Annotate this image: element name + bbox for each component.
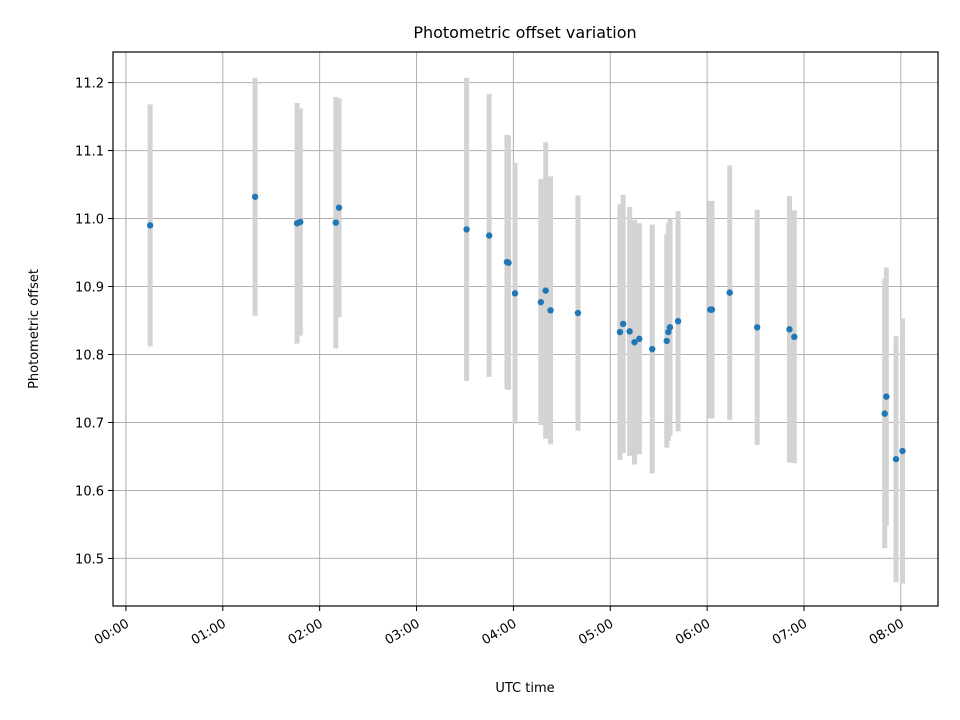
data-point [626,328,633,335]
y-axis-ticks: 10.5 10.6 10.7 10.8 10.9 11.0 11.1 11.2 [75,77,113,567]
y-tick-label: 11.0 [75,213,104,228]
grid [113,52,938,606]
data-point [537,298,545,306]
y-tick-label: 10.7 [75,416,104,431]
y-tick-label: 10.5 [75,552,104,567]
y-tick-label: 10.9 [75,281,104,296]
data-point [251,193,259,200]
data-point [786,326,793,333]
data-point [547,307,554,314]
data-point [146,222,154,229]
data-point [753,324,761,331]
data-point [335,204,343,211]
data-point [666,324,674,331]
data-point [631,339,638,346]
data-point [616,328,624,336]
y-tick-label: 10.8 [75,348,104,363]
data-point [791,333,798,341]
data-point [708,306,716,313]
data-point [636,335,643,343]
data-points [146,193,906,463]
data-point [574,309,582,317]
data-point [297,218,304,226]
chart-title: Photometric offset variation [413,23,636,42]
data-point [649,345,656,353]
data-point [505,259,512,266]
x-axis-label: UTC time [495,681,554,696]
data-point [332,219,339,226]
data-point [485,232,493,239]
data-point [883,393,890,400]
plot-area-frame [112,51,939,607]
y-tick-label: 10.6 [75,484,104,499]
data-point [463,226,470,233]
data-point [619,320,627,328]
y-axis-label: Photometric offset [27,269,42,389]
y-tick-label: 11.1 [75,145,104,160]
data-point [899,447,906,455]
y-tick-label: 11.2 [75,77,104,92]
data-point [674,317,682,325]
data-point [663,337,670,345]
data-point [881,410,888,417]
data-point [511,290,519,297]
data-point [892,455,900,463]
data-point [542,287,549,294]
data-point [726,289,733,296]
